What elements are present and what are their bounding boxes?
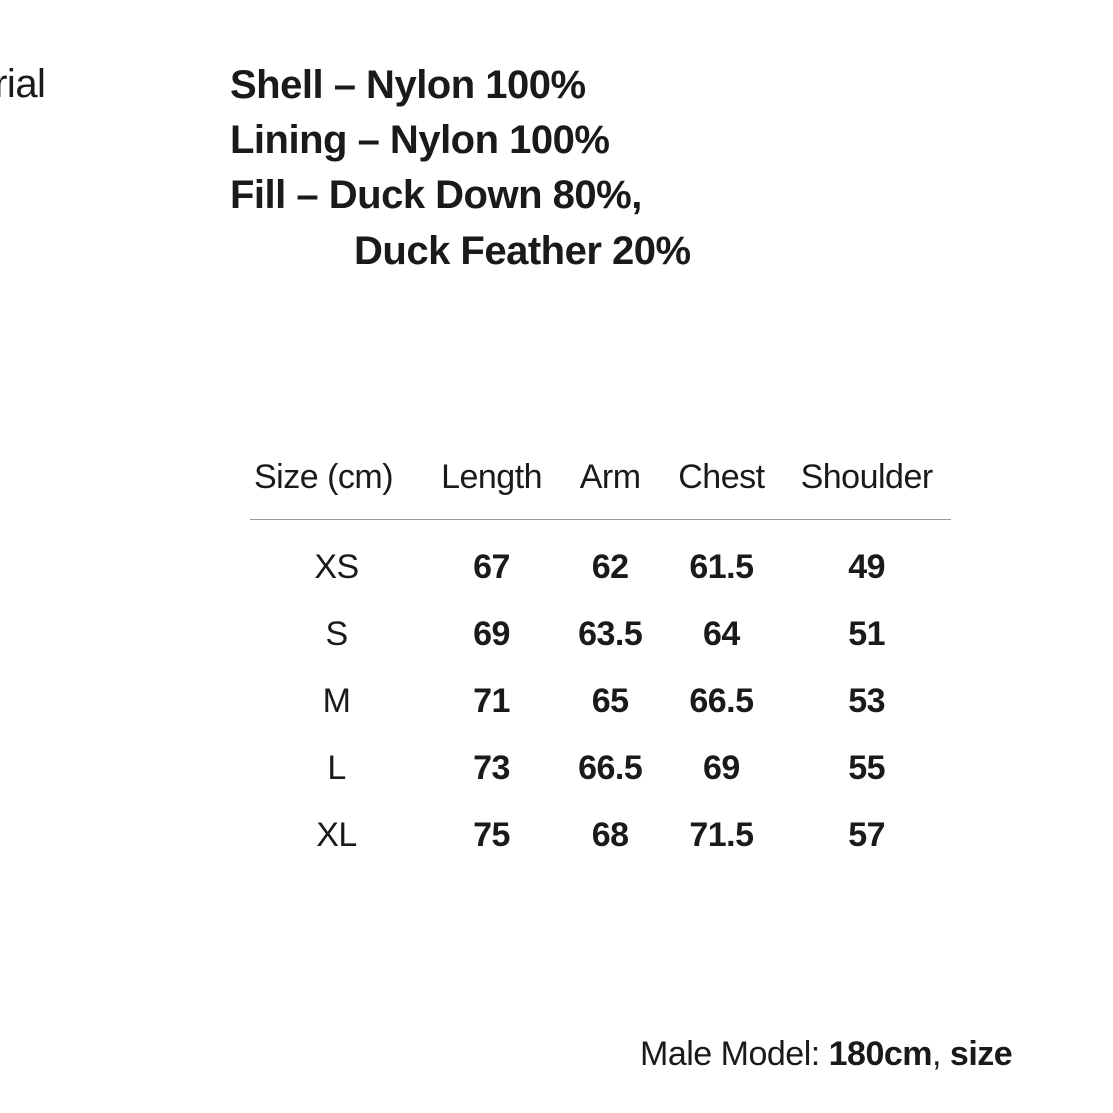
- table-header-row: Size (cm) Length Arm Chest Shoulder: [250, 458, 951, 520]
- cell-arm: 62: [560, 520, 660, 602]
- col-header-size: Size (cm): [250, 458, 423, 520]
- table-row: XS 67 62 61.5 49: [250, 520, 951, 602]
- material-composition: Shell – Nylon 100% Lining – Nylon 100% F…: [230, 58, 691, 279]
- col-header-chest: Chest: [660, 458, 782, 520]
- model-info-note: Male Model: 180cm, size: [640, 1035, 1012, 1074]
- cell-chest: 69: [660, 735, 782, 802]
- cell-size: S: [250, 601, 423, 668]
- cell-arm: 66.5: [560, 735, 660, 802]
- table-row: S 69 63.5 64 51: [250, 601, 951, 668]
- cell-arm: 65: [560, 668, 660, 735]
- product-spec-page: aterial Shell – Nylon 100% Lining – Nylo…: [0, 0, 1113, 1113]
- cell-length: 75: [423, 802, 560, 869]
- col-header-shoulder: Shoulder: [783, 458, 951, 520]
- material-line-lining: Lining – Nylon 100%: [230, 118, 609, 162]
- cell-length: 69: [423, 601, 560, 668]
- material-line-fill-2: Duck Feather 20%: [230, 224, 691, 279]
- model-note-prefix: Male Model:: [640, 1035, 829, 1073]
- cell-chest: 61.5: [660, 520, 782, 602]
- cell-arm: 68: [560, 802, 660, 869]
- table-row: L 73 66.5 69 55: [250, 735, 951, 802]
- cell-chest: 64: [660, 601, 782, 668]
- col-header-length: Length: [423, 458, 560, 520]
- size-chart-table: Size (cm) Length Arm Chest Shoulder XS 6…: [250, 458, 951, 869]
- cell-length: 67: [423, 520, 560, 602]
- section-label-material: aterial: [0, 62, 45, 107]
- cell-shoulder: 49: [783, 520, 951, 602]
- cell-shoulder: 55: [783, 735, 951, 802]
- model-note-sep: ,: [932, 1035, 950, 1073]
- cell-size: M: [250, 668, 423, 735]
- cell-shoulder: 53: [783, 668, 951, 735]
- cell-arm: 63.5: [560, 601, 660, 668]
- cell-size: L: [250, 735, 423, 802]
- cell-size: XL: [250, 802, 423, 869]
- cell-shoulder: 57: [783, 802, 951, 869]
- cell-length: 73: [423, 735, 560, 802]
- cell-chest: 71.5: [660, 802, 782, 869]
- col-header-arm: Arm: [560, 458, 660, 520]
- cell-chest: 66.5: [660, 668, 782, 735]
- table-row: XL 75 68 71.5 57: [250, 802, 951, 869]
- cell-shoulder: 51: [783, 601, 951, 668]
- cell-size: XS: [250, 520, 423, 602]
- material-line-fill-1: Fill – Duck Down 80%,: [230, 173, 642, 217]
- model-note-height: 180cm: [829, 1035, 932, 1073]
- model-note-size: size: [950, 1035, 1012, 1073]
- table-row: M 71 65 66.5 53: [250, 668, 951, 735]
- material-line-shell: Shell – Nylon 100%: [230, 63, 586, 107]
- cell-length: 71: [423, 668, 560, 735]
